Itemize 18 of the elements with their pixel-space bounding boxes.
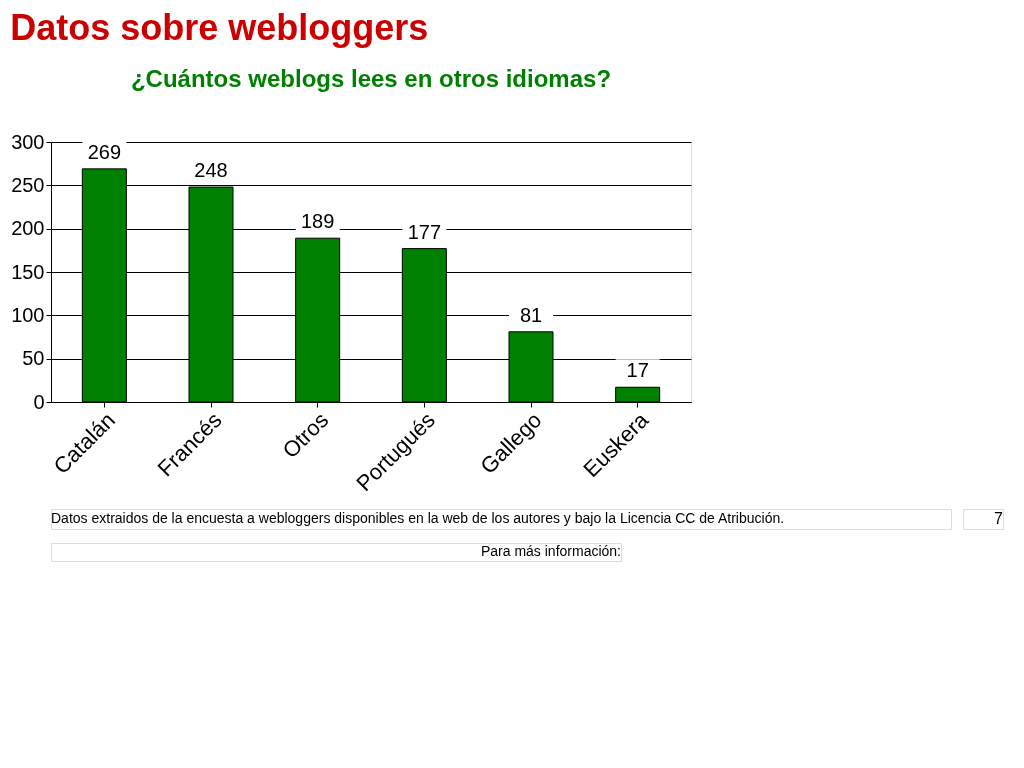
y-tick-label: 250 xyxy=(11,173,45,196)
chart-title: Datos sobre webloggers xyxy=(10,6,429,48)
data-label: 189 xyxy=(300,210,335,233)
y-tick-label: 200 xyxy=(11,217,45,240)
chart-subtitle: ¿Cuántos weblogs lees en otros idiomas? xyxy=(130,65,612,92)
y-tick-label: 0 xyxy=(33,390,45,413)
text: Para más información: xyxy=(480,543,621,559)
data-label: 177 xyxy=(407,220,442,243)
y-tick-label: 100 xyxy=(11,303,45,326)
data-label: 17 xyxy=(626,359,649,382)
data-label: 81 xyxy=(519,303,543,326)
data-label: 248 xyxy=(194,159,228,182)
y-tick-label: 50 xyxy=(22,347,45,370)
text: 7 xyxy=(994,510,1004,527)
y-tick-label: 300 xyxy=(11,130,45,153)
data-label: 269 xyxy=(87,140,122,163)
y-tick-label: 150 xyxy=(11,260,45,283)
text: Datos extraidos de la encuesta a webloggers disponibles en la web de los autores y bajo la Licencia CC de Atribución. xyxy=(51,510,785,526)
